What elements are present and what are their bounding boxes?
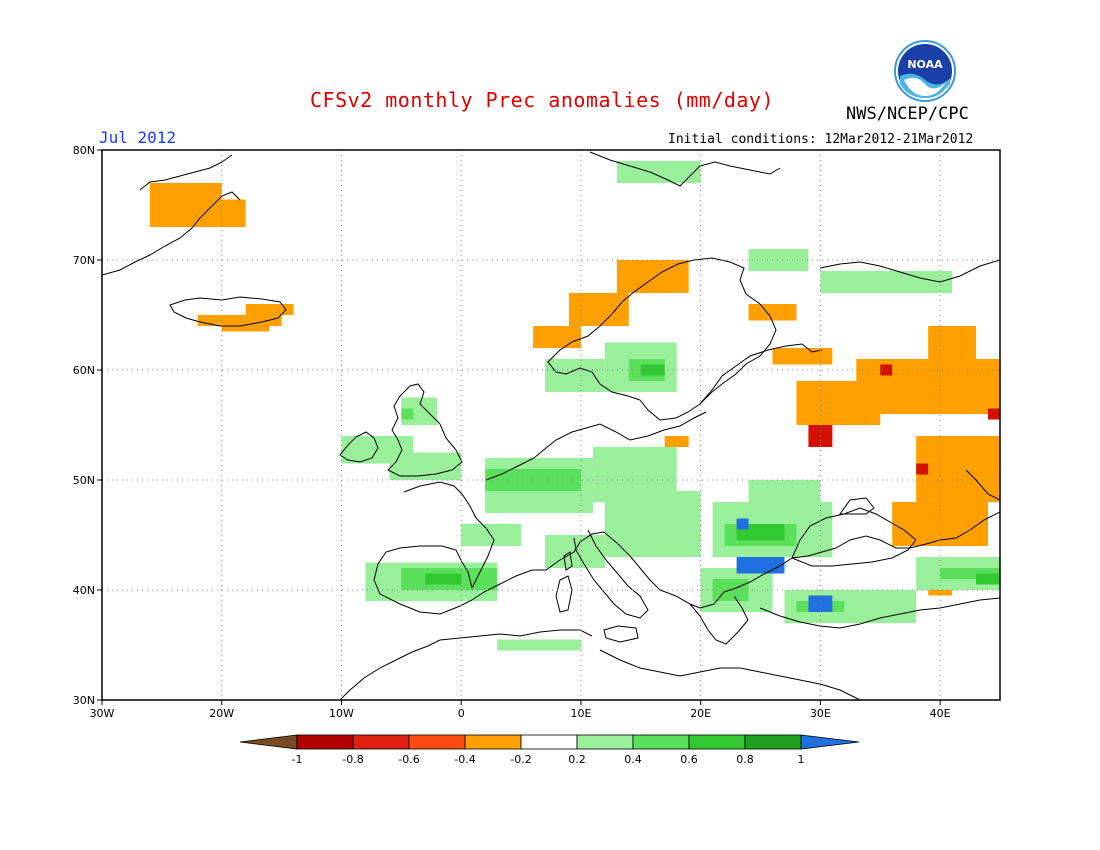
lat-tick-label: 60N [73, 364, 95, 377]
lon-tick-label: 10W [329, 707, 354, 720]
colorbar-label: -0.4 [454, 753, 475, 766]
anomaly-cell-orange [892, 502, 989, 546]
lat-tick-label: 70N [73, 254, 95, 267]
lat-lon-gridlines [102, 150, 1000, 700]
anomaly-cell-lightgreen [748, 249, 809, 271]
anomaly-cell-lightgreen [748, 480, 821, 513]
colorbar-label: -0.2 [510, 753, 531, 766]
anomaly-cell-red [880, 364, 893, 376]
colorbar-label: 0.8 [736, 753, 754, 766]
lon-tick-label: 0 [458, 707, 465, 720]
colorbar-swatch [632, 734, 690, 750]
colorbar-label: 1 [798, 753, 805, 766]
anomaly-cell-orange [245, 304, 294, 315]
colorbar-swatch [408, 734, 466, 750]
colorbar-label: -0.8 [342, 753, 363, 766]
logo-text: NOAA [907, 58, 943, 71]
anomaly-cell-orange [748, 304, 797, 321]
anomaly-cell-lightgreen [545, 535, 605, 568]
lat-tick-label: 30N [73, 694, 95, 707]
colorbar: -1 -0.8 -0.6 -0.4 -0.2 0.2 0.4 0.6 0.8 1 [239, 734, 860, 766]
lon-tick-label: 20W [209, 707, 234, 720]
lat-tick-label: 80N [73, 144, 95, 157]
anomaly-cell-orange [772, 348, 833, 365]
anomaly-cell-midgreen [976, 573, 1000, 585]
colorbar-low-arrow [239, 734, 298, 750]
lon-tick-label: 20E [690, 707, 711, 720]
anomaly-cell-midgreen [425, 573, 462, 585]
initial-conditions-label: Initial conditions: 12Mar2012-21Mar2012 [668, 132, 974, 147]
anomaly-cell-lightgreen [604, 491, 701, 557]
colorbar-label: -0.6 [398, 753, 419, 766]
anomaly-cell-orange [533, 326, 581, 348]
anomaly-cell-orange [568, 293, 629, 326]
organization-label: NWS/NCEP/CPC [846, 104, 969, 124]
anomaly-cell-lightgreen [616, 161, 701, 183]
noaa-logo-icon: NOAA [894, 40, 956, 102]
anomaly-cell-orange [856, 359, 1000, 414]
anomaly-cell-orange [664, 436, 689, 447]
colorbar-label: 0.6 [680, 753, 698, 766]
anomaly-cell-green [401, 408, 414, 420]
anomaly-cell-blue [736, 557, 785, 574]
colorbar-label: -1 [292, 753, 303, 766]
lon-tick-label: 10E [570, 707, 591, 720]
anomaly-cell-green [485, 469, 581, 491]
colorbar-label: 0.2 [568, 753, 586, 766]
map-frame [101, 149, 1001, 701]
anomaly-cell-orange [221, 320, 270, 332]
colorbar-swatch [576, 734, 634, 750]
anomaly-cell-red [916, 463, 929, 475]
month-label: Jul 2012 [99, 128, 177, 147]
colorbar-swatch [688, 734, 746, 750]
anomaly-cell-lightgreen [820, 271, 953, 293]
anomaly-cell-lightgreen [545, 359, 605, 392]
coastlines [102, 151, 1000, 700]
colorbar-swatch [352, 734, 410, 750]
colorbar-high-arrow [800, 734, 860, 750]
anomaly-cell-orange [928, 326, 977, 359]
colorbar-swatch [520, 734, 578, 750]
colorbar-swatch [296, 734, 354, 750]
anomaly-cell-orange [916, 436, 1000, 502]
anomaly-cell-lightgreen [497, 639, 581, 651]
anomaly-cell-blue [808, 595, 833, 612]
anomaly-cell-blue [736, 518, 749, 530]
anomaly-cell-red [988, 408, 1000, 420]
lon-tick-label: 30E [810, 707, 831, 720]
anomaly-cell-orange [209, 199, 246, 227]
colorbar-label: 0.4 [624, 753, 642, 766]
anomaly-cell-orange [616, 260, 689, 293]
lat-tick-label: 40N [73, 584, 95, 597]
anomaly-cells [149, 161, 1000, 651]
colorbar-swatch [744, 734, 802, 750]
colorbar-swatch [464, 734, 522, 750]
anomaly-cell-green [940, 568, 1000, 579]
chart-title: CFSv2 monthly Prec anomalies (mm/day) [310, 88, 775, 112]
lon-tick-label: 30W [90, 707, 115, 720]
lon-tick-label: 40E [930, 707, 951, 720]
lat-tick-label: 50N [73, 474, 95, 487]
